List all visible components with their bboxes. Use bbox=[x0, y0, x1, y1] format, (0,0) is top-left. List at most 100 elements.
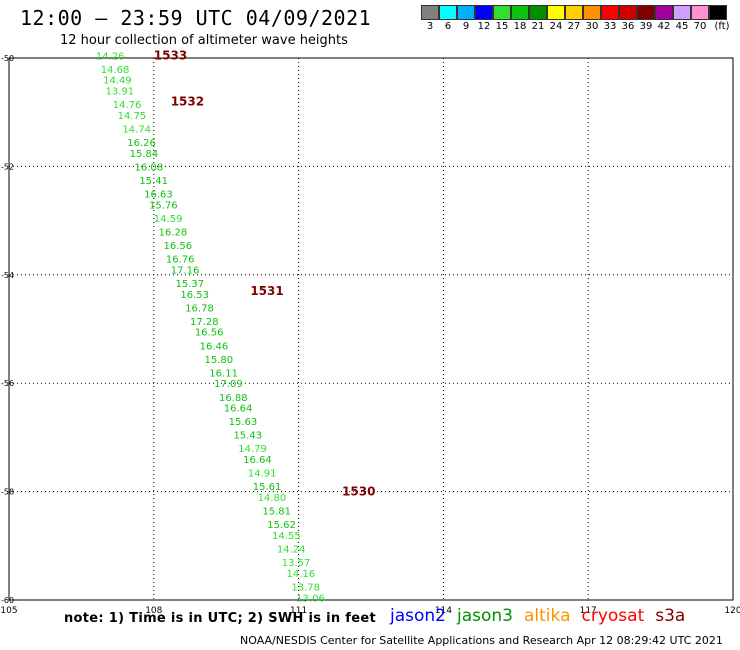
time-label: 1532 bbox=[171, 94, 204, 108]
legend-swatch bbox=[565, 5, 583, 20]
legend-label: 6 bbox=[444, 21, 452, 32]
legend-swatch bbox=[511, 5, 529, 20]
swh-value: 16.64 bbox=[224, 404, 253, 415]
y-tick-label: -56 bbox=[1, 379, 14, 388]
swh-value: 16.76 bbox=[166, 255, 195, 266]
mission-s3a: s3a bbox=[655, 606, 686, 626]
legend-swatch bbox=[673, 5, 691, 20]
legend-swatch bbox=[457, 5, 475, 20]
legend-label: 3 bbox=[426, 21, 434, 32]
chart-title: 12:00 – 23:59 UTC 04/09/2021 bbox=[20, 6, 372, 30]
time-label: 1531 bbox=[250, 284, 283, 298]
x-tick-label: 111 bbox=[290, 606, 307, 616]
swh-value: 16.26 bbox=[127, 138, 156, 149]
legend-label: 36 bbox=[621, 21, 635, 32]
swh-value: 16.46 bbox=[200, 341, 229, 352]
swh-value: 14.59 bbox=[154, 214, 183, 225]
swh-value: 14.68 bbox=[101, 65, 130, 76]
legend-swatch bbox=[493, 5, 511, 20]
color-legend bbox=[421, 5, 727, 20]
swh-value: 15.63 bbox=[229, 417, 258, 428]
swh-value: 14.76 bbox=[113, 100, 142, 111]
y-tick-label: -54 bbox=[1, 271, 14, 280]
swh-value: 14.49 bbox=[103, 76, 132, 87]
swh-value: 16.56 bbox=[163, 241, 192, 252]
swh-value: 15.76 bbox=[149, 200, 178, 211]
swh-value: 14.16 bbox=[287, 569, 316, 580]
swh-value: 16.78 bbox=[185, 303, 214, 314]
mission-legend: jason2 jason3 altika cryosat s3a bbox=[390, 606, 685, 626]
legend-swatch bbox=[655, 5, 673, 20]
y-tick-label: -50 bbox=[1, 54, 14, 63]
legend-label: 12 bbox=[477, 21, 491, 32]
legend-swatch bbox=[709, 5, 727, 20]
legend-label: 9 bbox=[462, 21, 470, 32]
legend-label: 18 bbox=[513, 21, 527, 32]
swh-value: 14.91 bbox=[248, 469, 277, 480]
legend-swatch bbox=[619, 5, 637, 20]
y-tick-label: -52 bbox=[1, 162, 14, 171]
swh-value: 15.62 bbox=[267, 520, 296, 531]
swh-value: 13.91 bbox=[106, 87, 135, 98]
plot-frame bbox=[8, 57, 734, 601]
x-tick-label: 120 bbox=[724, 606, 740, 616]
swh-value: 15.80 bbox=[204, 355, 233, 366]
swh-value: 14.79 bbox=[238, 444, 267, 455]
y-tick-label: -58 bbox=[1, 488, 14, 497]
legend-label: 30 bbox=[585, 21, 599, 32]
x-tick-label: 105 bbox=[0, 606, 17, 616]
mission-altika: altika bbox=[524, 606, 571, 626]
legend-label: 70 bbox=[693, 21, 707, 32]
swh-value: 14.75 bbox=[118, 111, 147, 122]
swh-value: 14.55 bbox=[272, 531, 301, 542]
swh-value: 14.26 bbox=[96, 51, 125, 62]
legend-label: 24 bbox=[549, 21, 563, 32]
mission-cryosat: cryosat bbox=[581, 606, 645, 626]
time-label: 1530 bbox=[342, 485, 375, 499]
swh-value: 16.11 bbox=[209, 368, 238, 379]
swh-value: 13.57 bbox=[282, 558, 311, 569]
time-label: 1533 bbox=[154, 48, 187, 62]
swh-value: 15.61 bbox=[253, 482, 282, 493]
legend-swatch bbox=[583, 5, 601, 20]
swh-value: 15.81 bbox=[262, 507, 291, 518]
legend-swatch bbox=[475, 5, 493, 20]
x-tick-label: 117 bbox=[580, 606, 597, 616]
axis-ticks: 105 108 111 114 117 120 -50 -52 -54 -56 -58 -60 bbox=[0, 54, 740, 616]
legend-label: 15 bbox=[495, 21, 509, 32]
legend-label: 27 bbox=[567, 21, 581, 32]
legend-swatch bbox=[439, 5, 457, 20]
y-tick-label: -60 bbox=[1, 596, 14, 605]
swh-value: 17.16 bbox=[171, 265, 200, 276]
legend-swatch bbox=[691, 5, 709, 20]
swh-value: 16.88 bbox=[219, 393, 248, 404]
swh-value: 14.80 bbox=[258, 493, 287, 504]
swh-value: 16.63 bbox=[144, 190, 173, 201]
color-legend-labels: 3 6 9 12 15 18 21 24 27 30 33 36 39 42 45 70 (ft) bbox=[421, 21, 740, 35]
legend-swatch bbox=[421, 5, 439, 20]
legend-label: 45 bbox=[675, 21, 689, 32]
swh-value: 16.53 bbox=[180, 290, 209, 301]
time-labels: 1533 1532 1531 1530 bbox=[154, 48, 376, 498]
legend-label: 33 bbox=[603, 21, 617, 32]
x-tick-label: 114 bbox=[435, 606, 452, 616]
swh-value: 14.24 bbox=[277, 545, 306, 556]
legend-label: 39 bbox=[639, 21, 653, 32]
swh-value: 17.28 bbox=[190, 317, 219, 328]
legend-label: 21 bbox=[531, 21, 545, 32]
grid bbox=[8, 57, 734, 601]
swh-value: 15.41 bbox=[139, 176, 168, 187]
swh-value: 16.08 bbox=[134, 162, 163, 173]
footnote: note: 1) Time is in UTC; 2) SWH is in fe… bbox=[64, 611, 376, 626]
credit-line: NOAA/NESDIS Center for Satellite Applica… bbox=[240, 634, 723, 647]
swh-value: 14.74 bbox=[122, 124, 151, 135]
legend-label: (ft) bbox=[714, 21, 730, 32]
legend-label: 42 bbox=[657, 21, 671, 32]
swh-value: 15.43 bbox=[233, 431, 262, 442]
legend-swatch bbox=[547, 5, 565, 20]
swh-value: 13.78 bbox=[291, 582, 320, 593]
legend-swatch bbox=[529, 5, 547, 20]
x-tick-label: 108 bbox=[145, 606, 162, 616]
swh-value: 16.64 bbox=[243, 455, 272, 466]
